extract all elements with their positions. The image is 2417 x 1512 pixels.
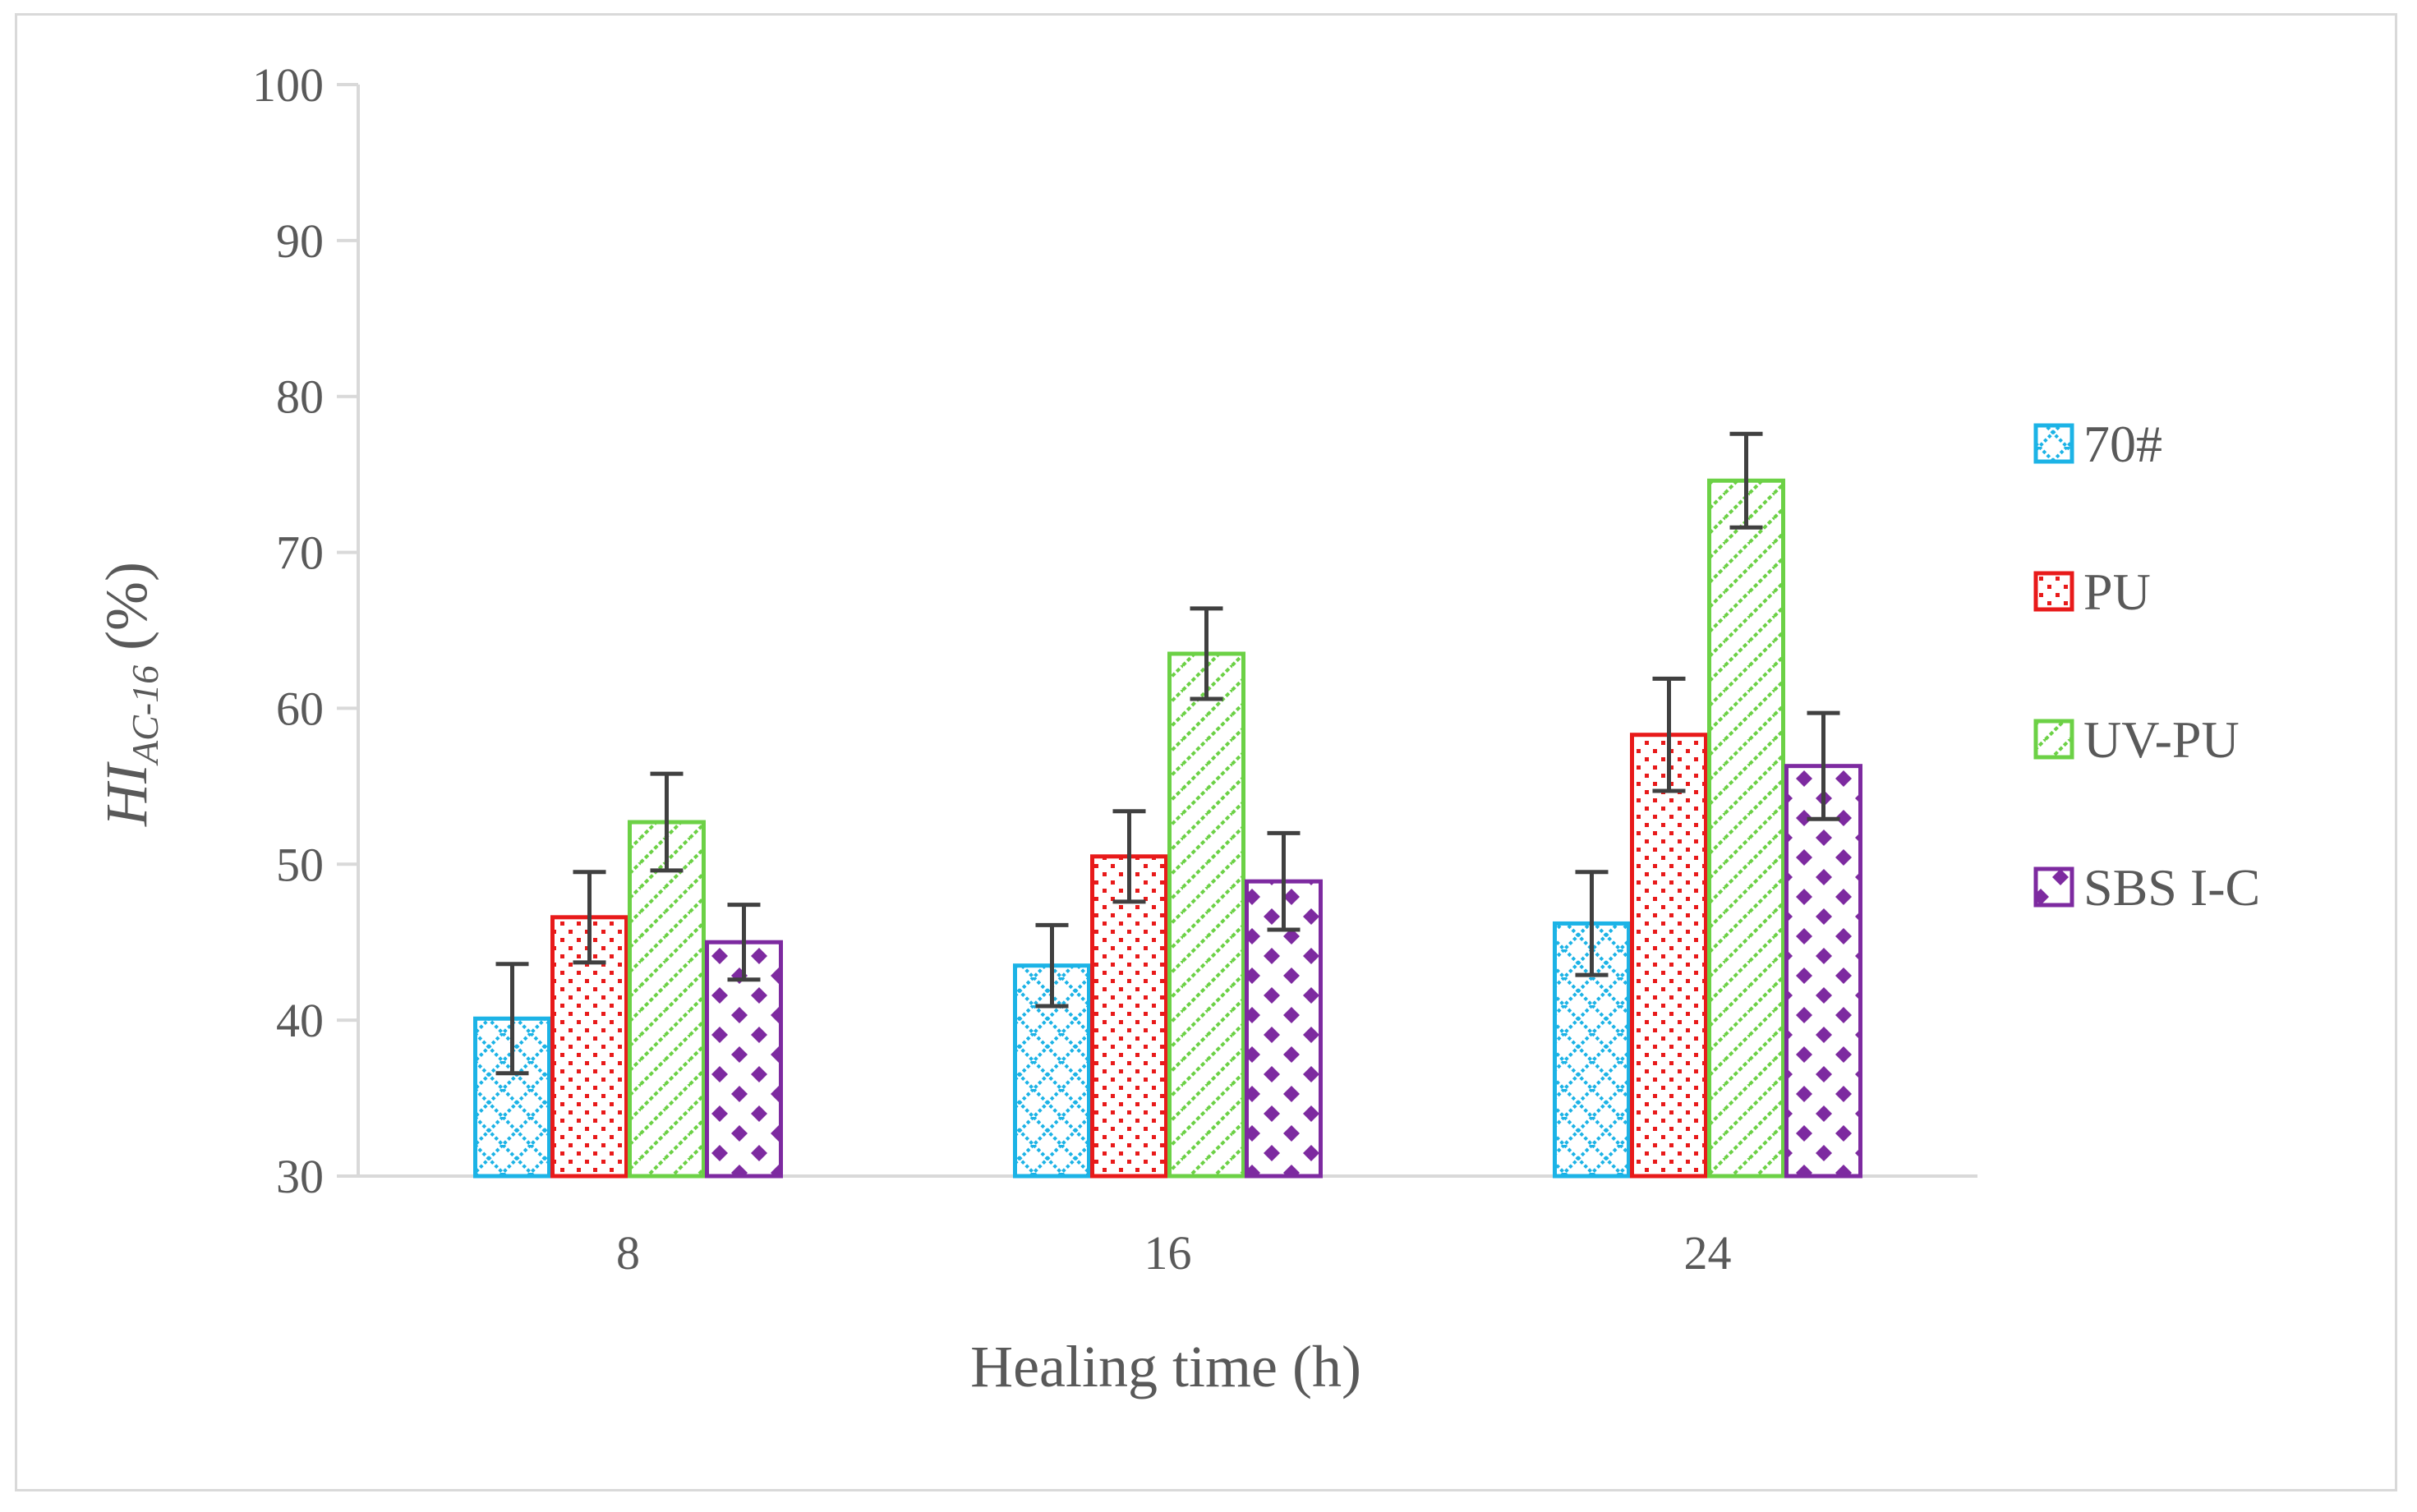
error-bar — [1035, 922, 1069, 1009]
bar-sbs-i-c-24 — [1784, 764, 1862, 1179]
legend-swatch — [2033, 866, 2074, 908]
y-axis-title-suffix: (%) — [94, 562, 159, 665]
y-axis-title: HIAC-16 (%) — [94, 562, 166, 827]
y-tick-label: 90 — [276, 214, 324, 268]
error-bar — [1112, 809, 1146, 904]
bar-uv-pu-16 — [1167, 651, 1245, 1179]
y-axis-title-main: HI — [94, 761, 159, 827]
y-tick-label: 80 — [276, 370, 324, 424]
legend-swatch — [2033, 719, 2074, 760]
error-bar — [650, 771, 684, 873]
bar-pu-24 — [1630, 733, 1708, 1179]
x-tick-label: 16 — [1144, 1226, 1192, 1280]
error-bar — [495, 962, 529, 1076]
error-bars — [495, 431, 1840, 1076]
y-tick-label: 100 — [252, 58, 324, 112]
error-bar — [1729, 431, 1763, 530]
error-bar — [1807, 710, 1840, 821]
y-tick-label: 50 — [276, 838, 324, 891]
error-bar — [573, 870, 606, 965]
legend-label: 70# — [2083, 415, 2162, 473]
x-tick-label: 24 — [1684, 1226, 1732, 1280]
error-bar — [1575, 870, 1609, 977]
y-tick-label: 60 — [276, 682, 324, 735]
legend-swatch — [2033, 423, 2074, 464]
y-axis-title-subscript: AC-16 — [124, 665, 166, 766]
legend: 70# PU UV-PU SBS I-C — [2033, 415, 2260, 917]
legend-label: SBS I-C — [2083, 858, 2260, 917]
bars — [473, 478, 1862, 1179]
x-tick-label: 8 — [616, 1226, 640, 1280]
legend-label: UV-PU — [2083, 710, 2240, 769]
bar-uv-pu-24 — [1707, 478, 1785, 1179]
x-axis-title: Healing time (h) — [970, 1334, 1361, 1399]
error-bar — [1652, 676, 1686, 793]
error-bar — [727, 903, 761, 982]
error-bar — [1267, 830, 1301, 932]
y-tick-label: 30 — [276, 1150, 324, 1203]
bar-pu-16 — [1090, 854, 1168, 1179]
y-tick-label: 70 — [276, 526, 324, 580]
legend-label: PU — [2083, 563, 2151, 621]
error-bar — [1190, 606, 1223, 701]
y-tick-label: 40 — [276, 994, 324, 1047]
legend-swatch — [2033, 571, 2074, 612]
bar-uv-pu-8 — [628, 820, 706, 1179]
